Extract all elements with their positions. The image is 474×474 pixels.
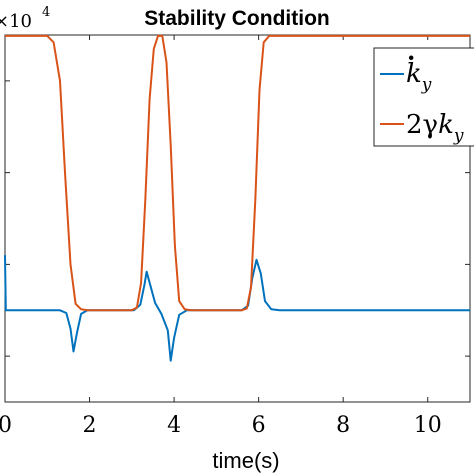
legend-dot-series-1: · [407, 43, 415, 72]
series-line-2 [5, 34, 470, 312]
legend-label-series-1: ky [406, 59, 432, 95]
legend-prefix-series-2: 2γ [406, 110, 438, 140]
legend-label-series-2: 2γky [406, 110, 464, 146]
legend-symbol-series-1: k [406, 59, 422, 89]
x-tick-label: 4 [167, 413, 181, 438]
chart-title: Stability Condition [144, 7, 329, 30]
x-axis-label: time(s) [212, 448, 279, 473]
legend-symbol-series-2: k [438, 110, 454, 140]
legend-subscript-series-1: y [421, 75, 432, 95]
x-tick-label: 10 [414, 413, 442, 438]
legend-subscript-series-2: y [453, 126, 464, 146]
x-tick-label: 2 [83, 413, 97, 438]
y-exponent-label: ×10 4 [0, 5, 50, 32]
series-layer [4, 34, 470, 362]
y-exponent-text: ×10 [0, 11, 32, 32]
series-line-1 [4, 255, 470, 362]
x-tick-label: 6 [252, 413, 266, 438]
x-tick-labels: 0 2 4 6 8 10 [0, 413, 442, 438]
x-tick-label: 8 [336, 413, 350, 438]
plot-area [4, 34, 471, 403]
legend: · ky 2γky [373, 43, 474, 147]
x-tick-label: 0 [0, 413, 12, 438]
legend-box [373, 47, 474, 147]
y-exponent-power: 4 [42, 5, 50, 20]
